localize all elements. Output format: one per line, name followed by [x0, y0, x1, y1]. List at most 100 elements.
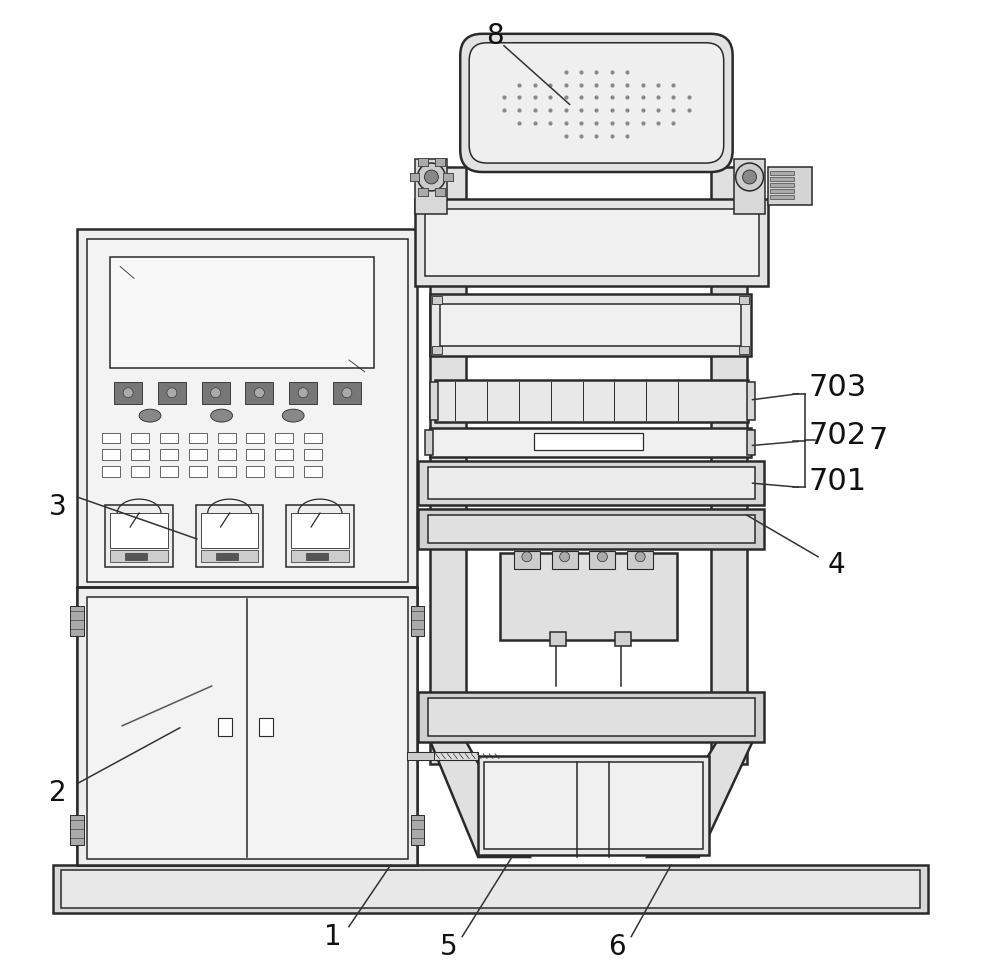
Bar [275, 450, 293, 460]
Bar [218, 450, 236, 460]
Bar [435, 188, 445, 195]
Bar [418, 461, 764, 505]
Bar [435, 379, 748, 422]
Bar [411, 607, 424, 637]
Bar [747, 381, 755, 420]
Circle shape [743, 170, 757, 184]
Bar [218, 466, 236, 478]
Bar [196, 505, 263, 567]
Bar [110, 550, 168, 561]
Bar [739, 346, 749, 354]
Bar [435, 158, 445, 167]
Text: 703: 703 [809, 374, 867, 403]
Bar [125, 553, 147, 560]
Bar [410, 173, 419, 181]
Circle shape [123, 388, 133, 398]
Bar [259, 717, 273, 736]
Bar [432, 297, 442, 304]
Bar [435, 188, 445, 195]
Bar [552, 551, 578, 569]
Bar [435, 158, 445, 167]
Ellipse shape [139, 409, 161, 422]
Bar [440, 304, 741, 346]
Bar [418, 158, 428, 167]
Bar [534, 432, 643, 451]
Bar [415, 198, 768, 286]
Bar [110, 256, 374, 368]
Bar [734, 159, 765, 214]
Circle shape [597, 552, 607, 561]
Bar [443, 173, 453, 181]
Circle shape [635, 552, 645, 561]
Bar [201, 550, 258, 561]
Bar [478, 756, 709, 855]
Bar [430, 428, 751, 457]
Bar [770, 171, 794, 175]
Bar [484, 762, 703, 849]
Bar [289, 381, 317, 403]
Bar [77, 586, 417, 865]
Bar [407, 752, 434, 760]
Bar [514, 551, 540, 569]
Bar [245, 381, 273, 403]
Bar [160, 466, 178, 478]
Bar [114, 381, 142, 403]
Bar [770, 189, 794, 193]
Bar [53, 865, 928, 913]
Bar [711, 167, 747, 764]
Bar [131, 450, 149, 460]
Circle shape [424, 170, 438, 184]
Bar [158, 381, 186, 403]
Bar [410, 173, 419, 181]
Bar [425, 209, 759, 276]
Bar [425, 429, 433, 455]
Text: 4: 4 [827, 551, 845, 579]
Bar [291, 513, 349, 548]
Bar [291, 550, 349, 561]
Bar [428, 515, 755, 543]
Bar [411, 816, 424, 846]
Bar [131, 432, 149, 443]
Bar [201, 513, 258, 548]
Circle shape [298, 388, 308, 398]
Bar [747, 429, 755, 455]
Bar [432, 346, 442, 354]
Bar [306, 553, 328, 560]
Bar [102, 450, 120, 460]
Bar [77, 228, 417, 865]
Polygon shape [647, 742, 753, 857]
Bar [418, 692, 764, 742]
Bar [770, 195, 794, 198]
Bar [418, 509, 764, 549]
Bar [418, 158, 428, 167]
Bar [443, 173, 453, 181]
Bar [428, 467, 755, 499]
Bar [218, 717, 232, 736]
Bar [160, 432, 178, 443]
Bar [768, 167, 812, 205]
Circle shape [254, 388, 264, 398]
Bar [160, 450, 178, 460]
Bar [415, 159, 447, 214]
Bar [418, 188, 428, 195]
Bar [246, 466, 264, 478]
Bar [246, 432, 264, 443]
FancyBboxPatch shape [469, 42, 724, 163]
Bar [61, 870, 920, 908]
Ellipse shape [211, 409, 233, 422]
Text: 3: 3 [49, 493, 66, 521]
Bar [131, 466, 149, 478]
Bar [286, 505, 354, 567]
Circle shape [167, 388, 177, 398]
Bar [304, 432, 322, 443]
Bar [550, 633, 566, 646]
Bar [430, 167, 466, 764]
Bar [410, 173, 419, 181]
Circle shape [211, 388, 221, 398]
Bar [615, 633, 631, 646]
Circle shape [736, 163, 763, 191]
Bar [102, 466, 120, 478]
Bar [333, 381, 361, 403]
Text: 8: 8 [486, 22, 504, 50]
Bar [418, 158, 428, 167]
